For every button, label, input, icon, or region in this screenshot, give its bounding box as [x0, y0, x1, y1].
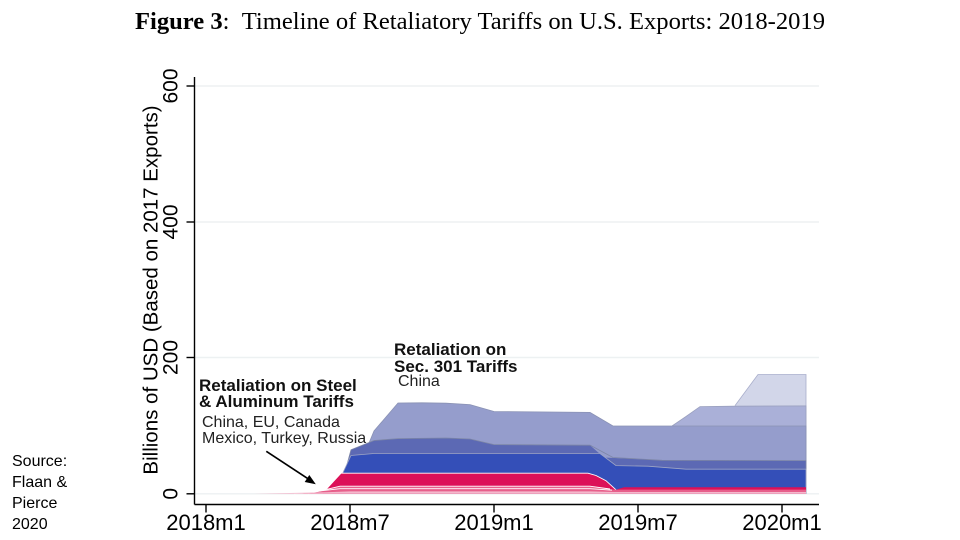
svg-text:0: 0: [160, 488, 183, 500]
svg-text:200: 200: [160, 340, 183, 375]
svg-text:2018m7: 2018m7: [310, 510, 390, 535]
svg-text:Billions of USD (Based on 2017: Billions of USD (Based on 2017 Exports): [139, 105, 162, 474]
svg-text:2019m1: 2019m1: [454, 510, 534, 535]
svg-text:2018m1: 2018m1: [166, 510, 246, 535]
svg-text:400: 400: [160, 204, 183, 239]
svg-text:600: 600: [160, 68, 183, 103]
svg-text:2019m7: 2019m7: [598, 510, 678, 535]
svg-text:2020m1: 2020m1: [742, 510, 822, 535]
